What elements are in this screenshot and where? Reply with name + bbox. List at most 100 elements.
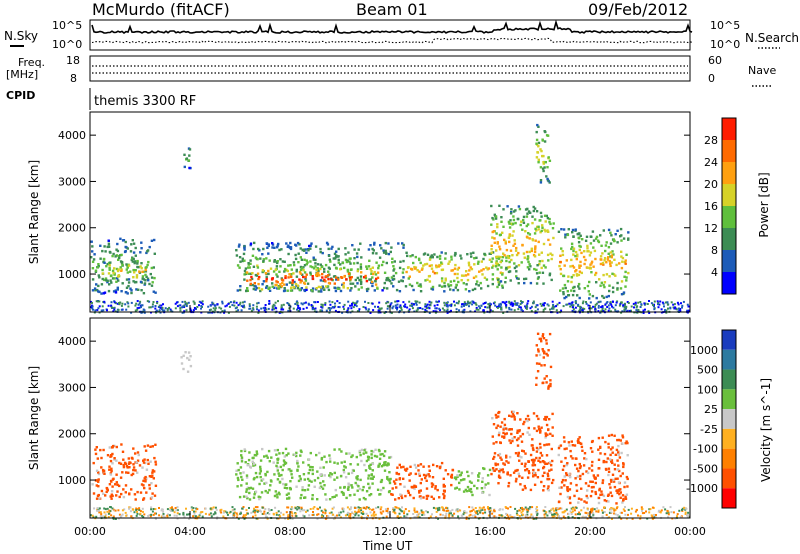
power-noise-cell bbox=[486, 306, 489, 309]
power-data-cell bbox=[525, 224, 528, 228]
power-data-cell bbox=[576, 253, 579, 256]
velocity-data-cell bbox=[594, 490, 597, 494]
power-data-cell bbox=[578, 244, 581, 248]
power-data-cell bbox=[495, 232, 498, 235]
power-data-cell bbox=[382, 249, 385, 252]
velocity-noise-cell bbox=[509, 514, 512, 517]
power-data-cell bbox=[443, 285, 447, 288]
velocity-data-cell bbox=[356, 489, 359, 492]
power-data-cell bbox=[367, 248, 371, 251]
power-data-cell bbox=[417, 284, 421, 287]
power-data-cell bbox=[321, 285, 324, 289]
power-data-cell bbox=[612, 238, 615, 241]
velocity-data-cell bbox=[266, 491, 269, 494]
power-noise-cell bbox=[574, 301, 577, 304]
velocity-data-cell bbox=[403, 485, 406, 488]
velocity-noise-cell bbox=[243, 517, 246, 520]
velocity-data-cell bbox=[612, 478, 615, 482]
power-noise-cell bbox=[516, 303, 519, 306]
velocity-noise-cell bbox=[232, 516, 235, 519]
power-data-cell bbox=[308, 244, 311, 248]
power-data-cell bbox=[98, 290, 101, 294]
power-data-cell bbox=[606, 258, 610, 261]
power-data-cell bbox=[400, 279, 403, 282]
power-noise-cell bbox=[604, 303, 607, 306]
power-noise-cell bbox=[434, 307, 437, 310]
velocity-noise-cell bbox=[543, 513, 546, 516]
velocity-data-cell bbox=[259, 465, 262, 469]
power-data-cell bbox=[236, 264, 240, 267]
power-data-cell bbox=[543, 130, 546, 133]
velocity-data-cell bbox=[363, 463, 366, 467]
velocity-data-cell bbox=[398, 477, 402, 480]
velocity-data-cell bbox=[151, 492, 154, 495]
power-data-cell bbox=[540, 229, 543, 233]
velocity-noise-cell bbox=[142, 516, 145, 518]
velocity-data-cell bbox=[115, 473, 118, 476]
power-data-cell bbox=[306, 261, 309, 264]
velocity-data-cell bbox=[268, 460, 271, 463]
power-noise-cell bbox=[231, 304, 234, 307]
velocity-data-cell bbox=[524, 417, 528, 421]
velocity-noise-cell bbox=[660, 509, 663, 512]
velocity-data-cell bbox=[516, 429, 519, 432]
power-data-cell bbox=[392, 285, 395, 288]
velocity-data-cell bbox=[568, 497, 571, 500]
power-data-cell bbox=[430, 264, 433, 267]
power-data-cell bbox=[505, 248, 509, 252]
velocity-noise-cell bbox=[653, 516, 656, 519]
power-noise-cell bbox=[601, 305, 604, 308]
velocity-data-cell bbox=[586, 496, 589, 500]
velocity-data-cell bbox=[526, 476, 530, 479]
velocity-noise-cell bbox=[611, 518, 613, 520]
velocity-data-cell bbox=[599, 493, 602, 496]
velocity-data-cell bbox=[404, 494, 407, 498]
power-noise-cell bbox=[673, 307, 676, 310]
power-noise-cell bbox=[497, 305, 500, 308]
power-data-cell bbox=[111, 269, 115, 273]
velocity-data-cell bbox=[513, 436, 516, 439]
power-noise-cell bbox=[272, 308, 275, 311]
power-noise-cell bbox=[380, 307, 383, 310]
velocity-data-cell bbox=[258, 497, 261, 501]
velocity-noise-cell bbox=[624, 513, 627, 516]
power-data-cell bbox=[563, 283, 567, 287]
power-data-cell bbox=[475, 283, 478, 286]
power-data-cell bbox=[467, 261, 471, 264]
power-colorbar bbox=[721, 117, 737, 295]
power-data-cell bbox=[385, 261, 388, 265]
velocity-data-cell bbox=[580, 445, 584, 449]
velocity-data-cell bbox=[547, 489, 550, 492]
velocity-data-cell bbox=[251, 487, 255, 490]
velocity-data-cell bbox=[502, 470, 505, 474]
power-data-cell bbox=[116, 288, 119, 291]
velocity-noise-cell bbox=[588, 514, 591, 517]
power-noise-cell bbox=[496, 306, 499, 309]
velocity-data-cell bbox=[569, 455, 573, 458]
velocity-data-cell bbox=[363, 449, 366, 452]
velocity-data-cell bbox=[371, 477, 374, 480]
velocity-data-cell bbox=[284, 447, 288, 451]
velocity-noise-cell bbox=[222, 511, 225, 514]
power-data-cell bbox=[548, 181, 551, 184]
velocity-data-cell bbox=[94, 448, 97, 451]
power-data-cell bbox=[360, 280, 363, 284]
power-data-cell bbox=[435, 271, 439, 275]
power-colorbar-swatch bbox=[722, 272, 736, 294]
power-data-cell bbox=[407, 277, 410, 280]
power-data-cell bbox=[431, 256, 434, 259]
power-data-cell bbox=[510, 258, 513, 262]
power-noise-cell bbox=[475, 303, 478, 306]
power-data-cell bbox=[125, 291, 128, 294]
velocity-data-cell bbox=[182, 367, 185, 371]
cpid-value: themis 3300 RF bbox=[94, 94, 196, 109]
velocity-data-cell bbox=[533, 427, 536, 430]
power-noise-cell bbox=[257, 311, 260, 314]
velocity-data-cell bbox=[370, 449, 373, 453]
velocity-data-cell bbox=[310, 480, 313, 483]
velocity-data-cell bbox=[189, 355, 192, 358]
velocity-data-cell bbox=[333, 495, 336, 498]
velocity-data-cell bbox=[244, 461, 247, 464]
velocity-noise-cell bbox=[557, 507, 560, 510]
power-data-cell bbox=[567, 228, 570, 231]
